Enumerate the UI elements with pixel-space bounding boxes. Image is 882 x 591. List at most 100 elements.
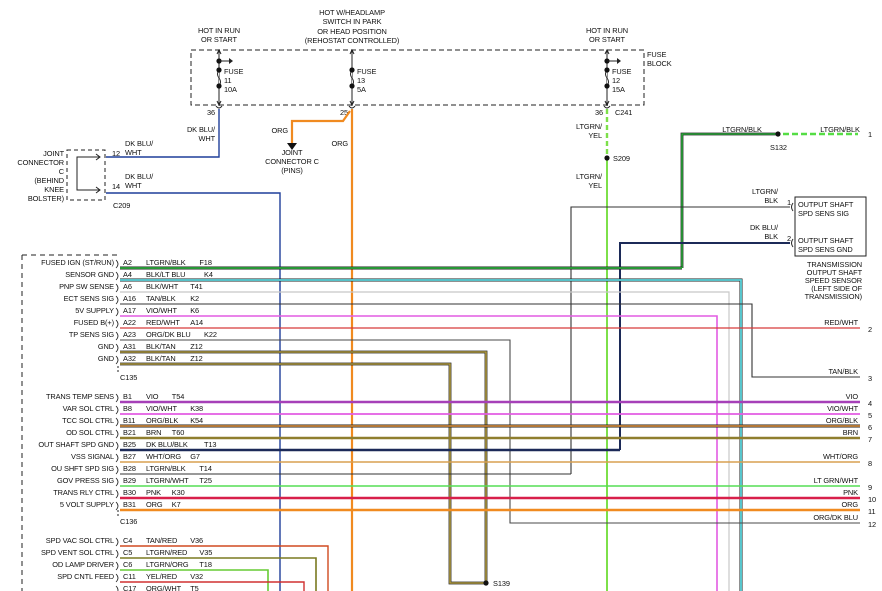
module-circuit-code: K2: [190, 294, 199, 303]
module-circuit-code: T18: [199, 560, 211, 569]
terminal-number: 3: [868, 374, 872, 383]
module-wire-color: BRN: [146, 428, 161, 437]
module-circuit-code: V36: [190, 536, 203, 545]
fuse-feed-label: OR START: [589, 35, 625, 44]
wire-label: WHT: [125, 181, 142, 190]
fuse-number: 11: [224, 76, 231, 85]
module-pin-signal-label: FUSED IGN (ST/RUN): [41, 258, 114, 267]
sensor-pin-number: 1: [787, 198, 791, 207]
module-wire-color: VIO/WHT: [146, 306, 177, 315]
module-pin-signal-label: 5 VOLT SUPPLY: [60, 500, 114, 509]
module-wire-color: BLK/TAN: [146, 354, 176, 363]
wire-label: BLK: [764, 196, 778, 205]
terminal-wire-label: VIO/WHT: [827, 404, 858, 413]
joint-connector-c-pins-label: CONNECTOR C: [265, 157, 320, 166]
module-circuit-code: K22: [204, 330, 217, 339]
module-wire-color: LTGRN/ORG: [146, 560, 189, 569]
module-circuit-code: T60: [172, 428, 184, 437]
wire-label: WHT: [198, 134, 215, 143]
module-wire-color: ORG: [146, 500, 163, 509]
module-wire-color: TAN/RED: [146, 536, 177, 545]
terminal-wire-label: TAN/BLK: [828, 367, 858, 376]
module-wire-color: TAN/BLK: [146, 294, 176, 303]
module-pin-signal-label: TCC SOL CTRL: [62, 416, 114, 425]
module-wire-color: ORG/BLK: [146, 416, 178, 425]
wire-label: WHT: [125, 148, 142, 157]
module-pin-number: A16: [123, 294, 136, 303]
terminal-wire-label: ORG/BLK: [826, 416, 858, 425]
module-pin-signal-label: GND: [98, 354, 114, 363]
module-wire-color: WHT/ORG: [146, 452, 181, 461]
wire-dk-blu-wht-fuse11: [106, 109, 220, 158]
fuse-name: FUSE: [357, 67, 376, 76]
wire-label: LTGRN/BLK: [820, 125, 860, 134]
splice-s132-label: S132: [770, 143, 787, 152]
sensor-caption: TRANSMISSION): [805, 292, 862, 301]
wire-ltgrn-blk-sensor-pin1: [570, 206, 790, 474]
module-pin-number: B25: [123, 440, 136, 449]
sensor-function-label: OUTPUT SHAFT: [798, 200, 854, 209]
connector-pin-icon: [115, 343, 119, 353]
fuse-terminal: [216, 83, 222, 89]
module-pin-signal-label: VSS SIGNAL: [71, 452, 114, 461]
terminal-number: 6: [868, 423, 872, 432]
connector-pin-icon: [115, 405, 119, 415]
terminal-wire-label: WHT/ORG: [823, 452, 858, 461]
module-wire-color: LTGRN/WHT: [146, 476, 189, 485]
terminal-number: 2: [868, 325, 872, 334]
wire-a31: [120, 351, 487, 583]
module-pin-signal-label: TP SENS SIG: [69, 330, 115, 339]
connector-c209-label: C209: [113, 201, 130, 210]
module-pin-number: B27: [123, 452, 136, 461]
module-pin-number: A32: [123, 354, 136, 363]
wire-label: LTGRN/BLK: [722, 125, 762, 134]
module-circuit-code: K7: [172, 500, 181, 509]
fuse-feed-label: (REHOSTAT CONTROLLED): [305, 36, 399, 45]
module-pin-signal-label: 5V SUPPLY: [75, 306, 114, 315]
fuse-element-icon: [217, 69, 221, 87]
wire-label: YEL: [588, 181, 602, 190]
module-pin-signal-label: PNP SW SENSE: [59, 282, 114, 291]
fuse-pin-number: 25: [340, 108, 348, 117]
module-pin-signal-label: OD SOL CTRL: [66, 428, 114, 437]
module-pin-number: B8: [123, 404, 132, 413]
module-connector-label: C135: [120, 373, 137, 382]
module-pin-signal-label: OUT SHAFT SPD GND: [38, 440, 114, 449]
connector-pin-icon: [115, 549, 119, 559]
connector-pin-icon: [115, 561, 119, 571]
connector-pin-icon: [115, 355, 119, 365]
wire-a4: [120, 279, 742, 591]
arrow-down-icon: [604, 100, 610, 107]
wire-ltgrn-blk-s132-edge: [680, 132, 777, 268]
module-circuit-code: T25: [199, 476, 211, 485]
connector-pin-icon: [115, 489, 119, 499]
module-pin-signal-label: GOV PRESS SIG: [57, 476, 114, 485]
joint-connector-label: JOINT: [43, 149, 64, 158]
fuse-feed-label: HOT IN RUN: [198, 26, 240, 35]
module-wire-color: BLK/LT BLU: [146, 270, 185, 279]
joint-pin-number: 14: [112, 182, 120, 191]
fuse-rating: 10A: [224, 85, 237, 94]
module-pin-number: A6: [123, 282, 132, 291]
connector-pin-icon: [115, 441, 119, 451]
sensor-function-label: SPD SENS SIG: [798, 209, 849, 218]
connector-pin-icon: [115, 537, 119, 547]
module-wire-color: RED/WHT: [146, 318, 180, 327]
connector-pin-icon: [115, 331, 119, 341]
module-wire-color: PNK: [146, 488, 161, 497]
fuse-feed-label: OR HEAD POSITION: [317, 27, 386, 36]
terminal-number: 8: [868, 459, 872, 468]
wire-c11: [120, 581, 305, 591]
wire-label: LTGRN/: [752, 187, 779, 196]
module-circuit-code: K30: [172, 488, 185, 497]
terminal-wire-label: RED/WHT: [824, 318, 858, 327]
module-wire-color: VIO/WHT: [146, 404, 177, 413]
splice-s139: [483, 580, 489, 586]
module-pin-signal-label: SENSOR GND: [65, 270, 114, 279]
terminal-wire-label: PNK: [843, 488, 858, 497]
terminal-number: 9: [868, 483, 872, 492]
module-pin-signal-label: OD LAMP DRIVER: [52, 560, 114, 569]
module-circuit-code: V32: [190, 572, 203, 581]
sensor-function-label: SPD SENS GND: [798, 245, 853, 254]
